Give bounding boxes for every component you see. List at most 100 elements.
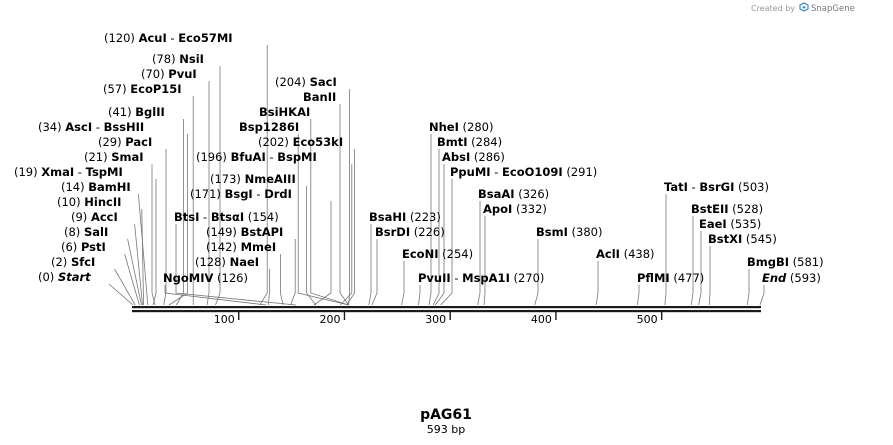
site-psti[interactable]: (6) PstI — [61, 240, 106, 254]
leader-line — [108, 283, 134, 306]
site-position: (128) — [195, 255, 230, 269]
leader-line — [368, 224, 372, 306]
name-separator: - — [491, 165, 502, 179]
site-banii[interactable]: BanII — [303, 90, 336, 104]
site-absi[interactable]: AbsI (286) — [442, 150, 505, 164]
site-nhei[interactable]: NheI (280) — [429, 120, 493, 134]
leader-line — [168, 134, 188, 306]
leader-line — [534, 239, 539, 306]
site-bamhi[interactable]: (14) BamHI — [61, 180, 131, 194]
enzyme-name: AclI — [596, 247, 620, 261]
site-pvuii[interactable]: PvuII - MspA1I (270) — [418, 271, 544, 285]
site-bsrdi[interactable]: BsrDI (226) — [375, 225, 445, 239]
site-nmeaiii[interactable]: (173) NmeAIII — [210, 172, 296, 186]
site-acci[interactable]: (9) AccI — [71, 210, 118, 224]
leader-line — [664, 194, 667, 306]
site-bglii[interactable]: (41) BglII — [108, 105, 165, 119]
site-position: (223) — [406, 210, 441, 224]
backbone-strand-top — [132, 306, 761, 309]
site-position: (286) — [470, 150, 505, 164]
leader-line — [124, 253, 140, 306]
enzyme-name: Bsp1286I — [239, 120, 299, 134]
site-ecop15i[interactable]: (57) EcoP15I — [103, 82, 182, 96]
site-label: (6) PstI — [61, 240, 106, 254]
site-ppumi[interactable]: PpuMI - EcoO109I (291) — [450, 165, 597, 179]
site-label: BtsI - BtsαI (154) — [174, 210, 279, 224]
enzyme-name: MmeI — [241, 240, 277, 254]
leader-line — [176, 119, 184, 306]
enzyme-name: AccI — [91, 210, 118, 224]
site-label: (204) SacI — [275, 75, 337, 89]
site-mmei[interactable]: (142) MmeI — [206, 240, 276, 254]
leader-line — [151, 164, 156, 306]
site-bstapi[interactable]: (149) BstAPI — [206, 225, 283, 239]
site-saci[interactable]: (204) SacI — [275, 75, 337, 89]
site-position: (19) — [14, 165, 41, 179]
site-label: EcoNI (254) — [402, 247, 473, 261]
site-position: (126) — [213, 271, 248, 285]
site-bsahi[interactable]: BsaHI (223) — [369, 210, 441, 224]
site-apoi[interactable]: ApoI (332) — [483, 202, 547, 216]
site-bstxi[interactable]: BstXI (545) — [708, 232, 777, 246]
site-position: (202) — [258, 135, 293, 149]
site-position: (9) — [71, 210, 91, 224]
site-bmgbi[interactable]: BmgBI (581) — [747, 255, 824, 269]
leader-line — [297, 134, 349, 306]
site-position: (438) — [620, 247, 655, 261]
site-start[interactable]: (0) Start — [38, 270, 91, 284]
ruler-ticks: 100 200 300 400 500 — [214, 312, 663, 326]
site-acli[interactable]: AclI (438) — [596, 247, 655, 261]
site-bfuai[interactable]: (196) BfuAI - BspMI — [196, 150, 317, 164]
enzyme-name: EaeI — [699, 217, 727, 231]
site-label: (78) NsiI — [152, 52, 204, 66]
enzyme-name: BsaAI — [478, 187, 515, 201]
site-label: (57) EcoP15I — [103, 82, 182, 96]
leader-line — [636, 285, 640, 306]
site-pvui[interactable]: (70) PvuI — [141, 67, 197, 81]
site-pflmi[interactable]: PflMI (477) — [637, 271, 704, 285]
site-bsgi[interactable]: (171) BsgI - DrdI — [190, 187, 292, 201]
site-label: (10) HincII — [57, 195, 121, 209]
name-separator: - — [451, 271, 462, 285]
site-eco53ki[interactable]: (202) Eco53kI — [258, 135, 343, 149]
enzyme-name: NheI — [429, 120, 459, 134]
site-end[interactable]: End (593) — [762, 271, 821, 285]
site-bsmi[interactable]: BsmI (380) — [536, 225, 602, 239]
enzyme-name: HincII — [84, 195, 121, 209]
site-label: PpuMI - EcoO109I (291) — [450, 165, 597, 179]
enzyme-name: BtsI — [174, 210, 199, 224]
site-label: BsrDI (226) — [375, 225, 445, 239]
site-label: BanII — [303, 90, 336, 104]
site-nsii[interactable]: (78) NsiI — [152, 52, 204, 66]
site-tati[interactable]: TatI - BsrGI (503) — [664, 180, 769, 194]
site-bsp1286i[interactable]: Bsp1286I — [239, 120, 299, 134]
site-xmai[interactable]: (19) XmaI - TspMI — [14, 165, 123, 179]
site-acui[interactable]: (120) AcuI - Eco57MI — [104, 31, 233, 45]
site-paci[interactable]: (29) PacI — [98, 135, 152, 149]
site-bsaai[interactable]: BsaAI (326) — [478, 187, 549, 201]
site-smai[interactable]: (21) SmaI — [84, 150, 144, 164]
site-sfci[interactable]: (2) SfcI — [51, 255, 95, 269]
site-bsihkai[interactable]: BsiHKAI — [259, 105, 310, 119]
enzyme-name: BsmI — [536, 225, 568, 239]
site-naei[interactable]: (128) NaeI — [195, 255, 259, 269]
site-sali[interactable]: (8) SalI — [64, 225, 108, 239]
site-bmti[interactable]: BmtI (284) — [437, 135, 502, 149]
site-asci[interactable]: (34) AscI - BssHII — [38, 120, 144, 134]
site-label: BsaAI (326) — [478, 187, 549, 201]
site-econi[interactable]: EcoNI (254) — [402, 247, 473, 261]
site-label: AclI (438) — [596, 247, 655, 261]
tick-label: 400 — [531, 313, 552, 326]
site-position: (173) — [210, 172, 245, 186]
site-hincii[interactable]: (10) HincII — [57, 195, 121, 209]
site-label: BmgBI (581) — [747, 255, 824, 269]
site-label: BstEII (528) — [691, 202, 763, 216]
site-bsteii[interactable]: BstEII (528) — [691, 202, 763, 216]
site-eaei[interactable]: EaeI (535) — [699, 217, 761, 231]
site-label: (128) NaeI — [195, 255, 259, 269]
site-position: (142) — [206, 240, 241, 254]
site-ngomiv[interactable]: NgoMIV (126) — [163, 271, 248, 285]
site-btsi[interactable]: BtsI - BtsαI (154) — [174, 210, 279, 224]
enzyme-name: BmtI — [437, 135, 468, 149]
site-position: (528) — [729, 202, 764, 216]
